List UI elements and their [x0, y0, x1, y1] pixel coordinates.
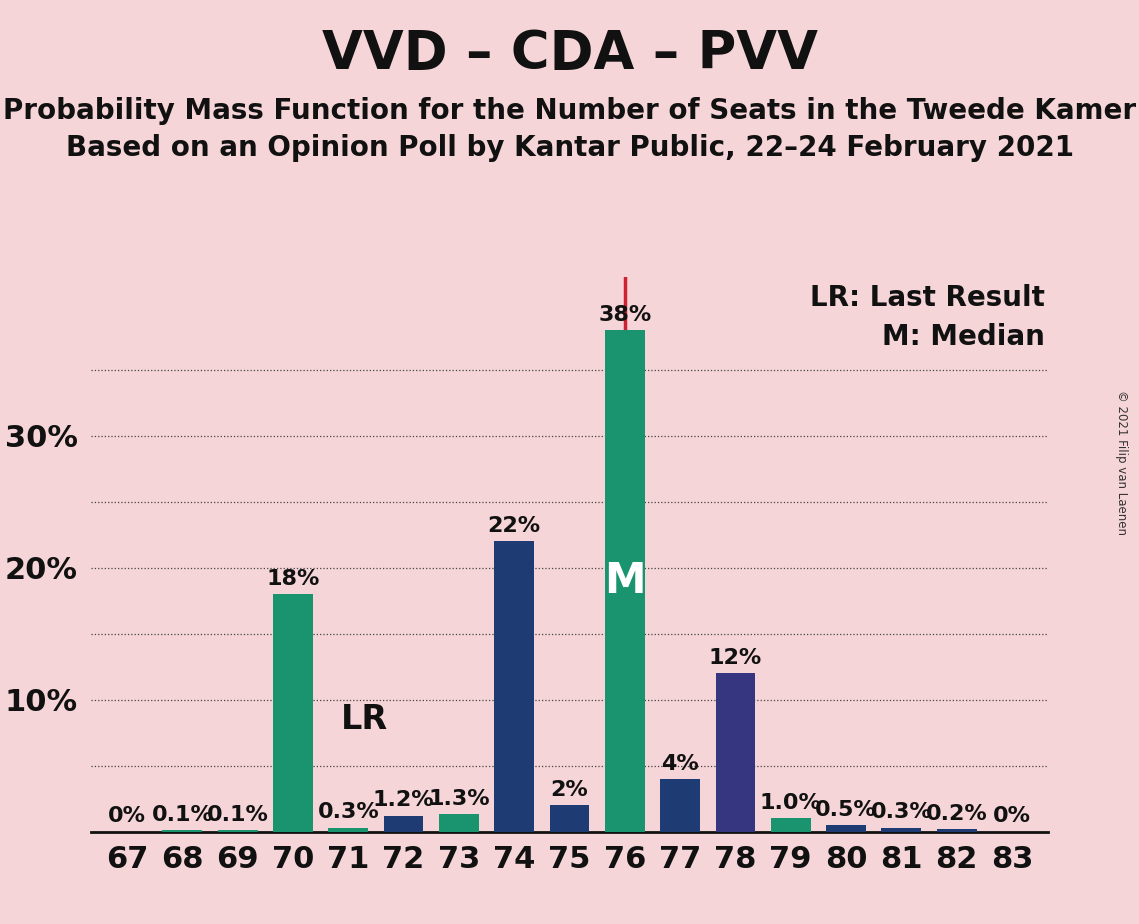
Text: 4%: 4%	[662, 753, 699, 773]
Text: 12%: 12%	[708, 648, 762, 668]
Text: 38%: 38%	[598, 305, 652, 324]
Text: LR: LR	[342, 703, 388, 736]
Text: 0.5%: 0.5%	[816, 799, 877, 820]
Text: 0.3%: 0.3%	[318, 802, 379, 822]
Text: 0.1%: 0.1%	[207, 805, 269, 825]
Text: M: M	[604, 560, 646, 602]
Text: 0%: 0%	[108, 807, 146, 826]
Text: © 2021 Filip van Laenen: © 2021 Filip van Laenen	[1115, 390, 1129, 534]
Text: 2%: 2%	[550, 780, 589, 800]
Text: LR: Last Result: LR: Last Result	[810, 284, 1046, 311]
Bar	[218, 831, 257, 832]
Bar	[439, 814, 478, 832]
Bar	[494, 541, 534, 832]
Bar	[882, 828, 921, 832]
Text: 1.0%: 1.0%	[760, 793, 821, 813]
Bar	[550, 805, 589, 832]
Text: M: Median: M: Median	[883, 323, 1046, 351]
Bar	[328, 828, 368, 832]
Text: 0.2%: 0.2%	[926, 804, 988, 823]
Bar	[273, 594, 313, 832]
Bar	[163, 831, 203, 832]
Text: 0%: 0%	[993, 807, 1031, 826]
Bar	[715, 674, 755, 832]
Text: 22%: 22%	[487, 516, 541, 536]
Bar	[605, 330, 645, 832]
Bar	[826, 825, 866, 832]
Text: 1.2%: 1.2%	[372, 790, 434, 810]
Text: Based on an Opinion Poll by Kantar Public, 22–24 February 2021: Based on an Opinion Poll by Kantar Publi…	[66, 134, 1073, 162]
Bar	[936, 829, 976, 832]
Text: 1.3%: 1.3%	[428, 789, 490, 809]
Bar	[384, 816, 424, 832]
Bar	[771, 819, 811, 832]
Text: 0.1%: 0.1%	[151, 805, 213, 825]
Text: VVD – CDA – PVV: VVD – CDA – PVV	[321, 28, 818, 79]
Bar	[661, 779, 700, 832]
Text: Probability Mass Function for the Number of Seats in the Tweede Kamer: Probability Mass Function for the Number…	[3, 97, 1136, 125]
Text: 0.3%: 0.3%	[870, 802, 932, 822]
Text: 18%: 18%	[267, 568, 320, 589]
